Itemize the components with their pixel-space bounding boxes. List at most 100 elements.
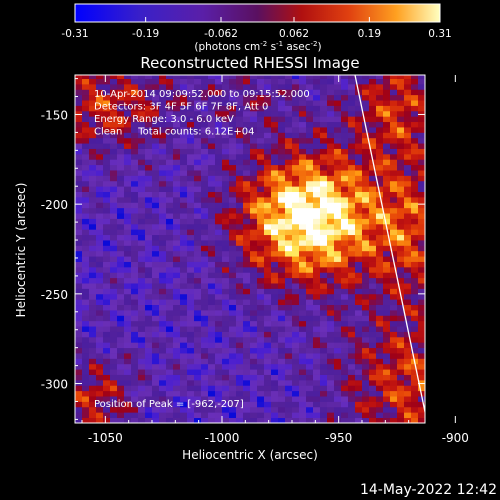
heatmap-cell	[124, 180, 132, 187]
heatmap-cell	[404, 288, 412, 295]
heatmap-cell	[236, 202, 244, 209]
heatmap-cell	[215, 110, 223, 117]
heatmap-cell	[285, 288, 293, 295]
heatmap-cell	[215, 229, 223, 236]
heatmap-cell	[75, 137, 83, 144]
heatmap-cell	[215, 170, 223, 176]
heatmap-cell	[180, 240, 188, 246]
heatmap-cell	[89, 137, 97, 144]
heatmap-cell	[264, 406, 272, 413]
heatmap-cell	[250, 175, 258, 182]
annotation-line: Clean Total counts: 6.12E+04	[94, 127, 254, 138]
heatmap-cell	[180, 342, 188, 349]
heatmap-cell	[362, 78, 370, 85]
heatmap-cell	[187, 240, 195, 246]
heatmap-cell	[159, 336, 167, 343]
heatmap-cell	[257, 390, 265, 397]
heatmap-cell	[222, 326, 230, 332]
heatmap-cell	[320, 191, 328, 198]
heatmap-cell	[208, 159, 216, 166]
heatmap-cell	[271, 331, 279, 338]
heatmap-cell	[103, 277, 111, 284]
heatmap-cell	[82, 175, 90, 182]
heatmap-cell	[96, 331, 104, 338]
heatmap-cell	[411, 326, 419, 332]
heatmap-cell	[404, 272, 412, 279]
heatmap-cell	[96, 164, 104, 171]
heatmap-cell	[278, 175, 286, 182]
heatmap-cell	[397, 283, 405, 289]
heatmap-cell	[313, 94, 321, 101]
heatmap-cell	[110, 207, 118, 214]
heatmap-cell	[229, 293, 237, 300]
heatmap-cell	[131, 164, 139, 171]
heatmap-cell	[75, 153, 83, 160]
heatmap-cell	[166, 180, 174, 187]
heatmap-cell	[383, 379, 391, 386]
heatmap-cell	[103, 218, 111, 225]
heatmap-cell	[103, 336, 111, 343]
heatmap-cell	[173, 148, 181, 155]
heatmap-cell	[201, 379, 209, 386]
heatmap-cell	[152, 213, 160, 219]
heatmap-cell	[355, 175, 363, 182]
heatmap-cell	[313, 223, 321, 230]
heatmap-cell	[96, 293, 104, 300]
heatmap-cell	[159, 137, 167, 144]
heatmap-cell	[292, 164, 300, 171]
heatmap-cell	[208, 309, 216, 316]
heatmap-cell	[236, 75, 244, 79]
heatmap-cell	[418, 89, 425, 96]
colorbar-unit-label: (photons cm-2 s-1 asec-2)	[194, 40, 321, 53]
heatmap-cell	[390, 401, 398, 408]
heatmap-cell	[117, 315, 125, 322]
heatmap-cell	[397, 234, 405, 241]
heatmap-cell	[327, 83, 335, 90]
heatmap-cell	[250, 153, 258, 160]
annotation-line: Energy Range: 3.0 - 6.0 keV	[94, 114, 234, 125]
heatmap-cell	[229, 299, 237, 306]
heatmap-cell	[222, 164, 230, 171]
heatmap-cell	[397, 266, 405, 273]
heatmap-cell	[96, 213, 104, 219]
heatmap-cell	[264, 417, 272, 423]
heatmap-cell	[264, 331, 272, 338]
heatmap-cell	[166, 116, 174, 123]
heatmap-cell	[173, 261, 181, 268]
heatmap-cell	[96, 347, 104, 354]
heatmap-cell	[145, 78, 153, 85]
heatmap-cell	[166, 234, 174, 241]
heatmap-cell	[159, 272, 167, 279]
heatmap-cell	[82, 164, 90, 171]
heatmap-cell	[362, 277, 370, 284]
heatmap-cell	[257, 417, 265, 423]
heatmap-cell	[138, 277, 146, 284]
heatmap-cell	[145, 100, 153, 106]
heatmap-cell	[89, 396, 97, 402]
heatmap-cell	[138, 326, 146, 332]
heatmap-cell	[131, 288, 139, 295]
heatmap-cell	[166, 159, 174, 166]
heatmap-cell	[159, 363, 167, 370]
heatmap-cell	[103, 266, 111, 273]
heatmap-cell	[369, 110, 377, 117]
heatmap-cell	[397, 374, 405, 381]
heatmap-cell	[166, 143, 174, 149]
y-axis-label: Heliocentric Y (arcsec)	[14, 183, 28, 318]
heatmap-cell	[390, 331, 398, 338]
heatmap-cell	[327, 186, 335, 192]
heatmap-cell	[404, 132, 412, 139]
heatmap-cell	[327, 234, 335, 241]
heatmap-cell	[250, 240, 258, 246]
heatmap-cell	[117, 261, 125, 268]
heatmap-cell	[257, 347, 265, 354]
heatmap-cell	[131, 234, 139, 241]
heatmap-cell	[208, 250, 216, 257]
heatmap-cell	[320, 159, 328, 166]
heatmap-cell	[201, 369, 209, 375]
heatmap-cell	[124, 342, 132, 349]
heatmap-cell	[278, 78, 286, 85]
heatmap-cell	[348, 89, 356, 96]
heatmap-cell	[257, 94, 265, 101]
heatmap-cell	[236, 240, 244, 246]
